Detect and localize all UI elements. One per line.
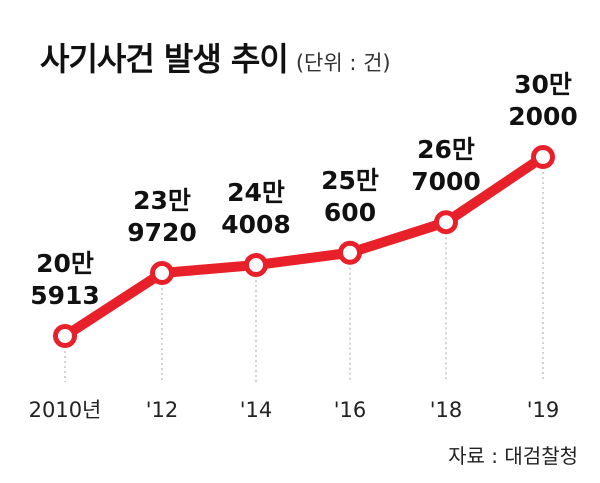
data-label-line1: 20만 <box>36 249 94 278</box>
x-tick-label: '16 <box>334 398 367 422</box>
data-point <box>531 145 555 169</box>
data-label-line1: 26만 <box>417 135 475 164</box>
data-label-line2: 2000 <box>508 102 578 131</box>
x-tick-label: '14 <box>240 398 273 422</box>
chart-title: 사기사건 발생 추이 <box>40 40 289 78</box>
x-tick-label: '12 <box>146 398 179 422</box>
x-tick-label: '19 <box>527 398 560 422</box>
data-label-line2: 4008 <box>221 210 291 239</box>
source-note: 자료 : 대검찰청 <box>448 444 578 468</box>
data-label-line1: 23만 <box>133 186 191 215</box>
data-point <box>434 210 458 235</box>
data-label-line1: 25만 <box>321 166 379 195</box>
data-point <box>150 261 174 286</box>
data-point <box>338 240 362 265</box>
data-label-line2: 5913 <box>30 281 100 310</box>
data-label-line2: 600 <box>324 198 376 227</box>
data-label-line2: 7000 <box>411 167 481 196</box>
x-tick-label: '18 <box>430 398 463 422</box>
chart-title-group: 사기사건 발생 추이 (단위 : 건) <box>40 34 391 80</box>
chart-unit: (단위 : 건) <box>295 51 391 75</box>
data-point <box>53 324 77 348</box>
x-tick-label: 2010년 <box>29 398 102 422</box>
data-label-line2: 9720 <box>127 218 197 247</box>
data-point <box>244 253 268 278</box>
data-label-line1: 24만 <box>227 178 285 207</box>
series-line <box>60 152 548 341</box>
data-label-line1: 30만 <box>514 70 572 99</box>
